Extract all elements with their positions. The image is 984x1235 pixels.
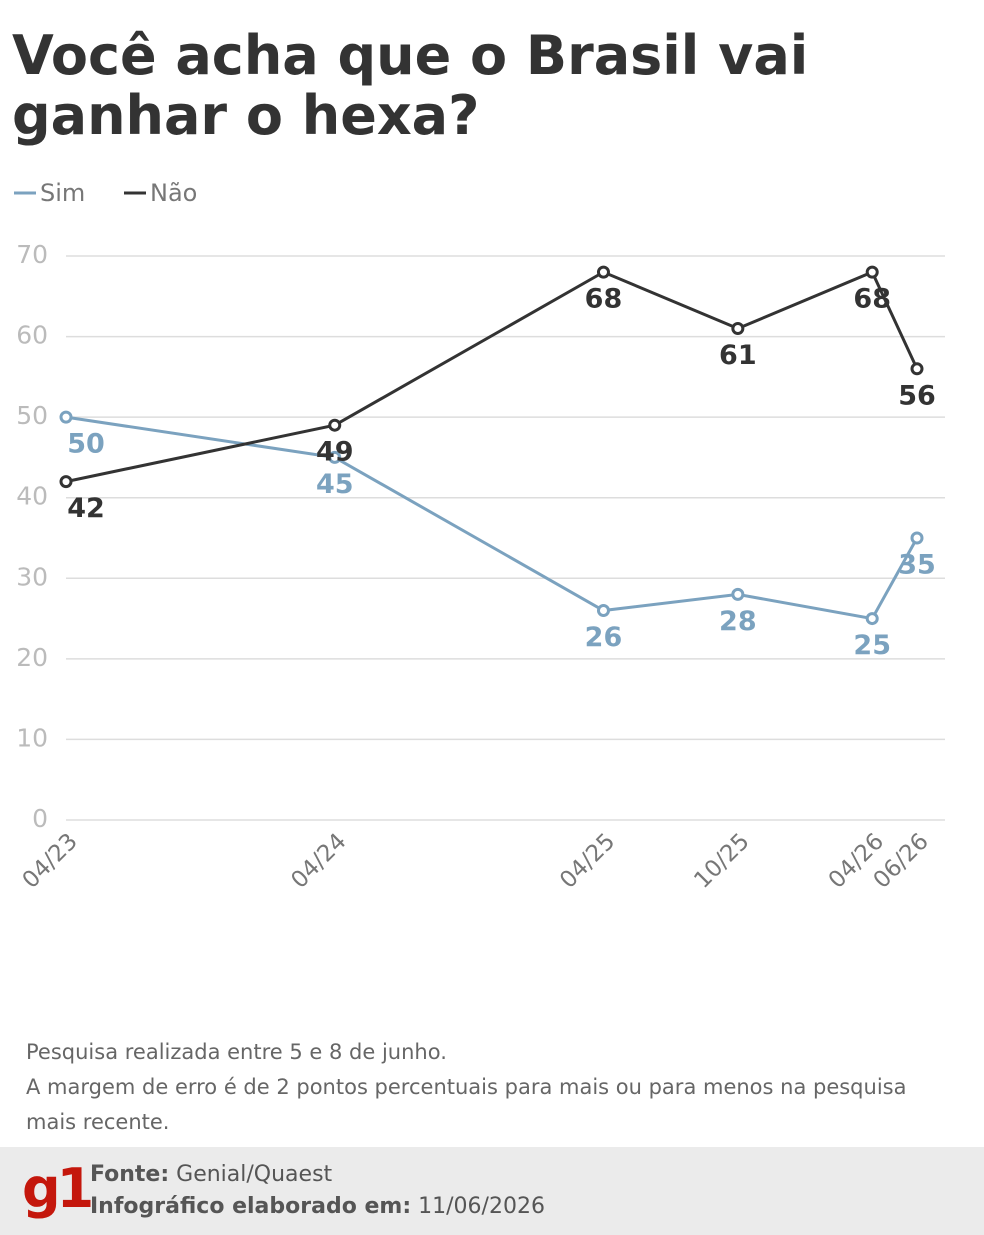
value-label: 26 [585,622,623,653]
point [328,418,342,432]
value-label: 25 [853,630,891,661]
source-text: Genial/Quaest [176,1162,333,1187]
point [59,475,73,489]
y-tick-label: 40 [16,482,48,511]
source: Fonte: Genial/Quaest Infográfico elabora… [90,1159,545,1223]
point [596,265,610,279]
x-tick: 04/25 [555,828,620,893]
y-tick-label: 50 [16,401,48,430]
note: Pesquisa realizada entre 5 e 8 de junho. [26,1040,447,1064]
x-tick-label: 10/25 [689,828,754,893]
point [731,322,745,336]
source-label: Fonte: [90,1162,170,1187]
point [59,410,73,424]
x-tick-label: 04/24 [286,828,351,893]
x-tick-label: 04/23 [18,828,83,893]
logo: g1 [22,1157,94,1220]
y-tick-label: 0 [32,804,48,833]
notes: Pesquisa realizada entre 5 e 8 de junho.… [26,1035,926,1140]
value-label: 68 [585,284,623,315]
value-label: 35 [898,550,936,581]
point [910,531,924,545]
x-tick: 04/23 [18,828,83,893]
date-text: 11/06/2026 [418,1194,545,1219]
value-label: 61 [719,340,757,371]
y-tick-label: 70 [16,240,48,269]
value-label: 42 [67,493,105,524]
point [731,587,745,601]
value-label: 56 [898,380,936,411]
legend-label: Sim [40,179,85,207]
point [865,612,879,626]
point [596,604,610,618]
point [865,265,879,279]
value-label: 49 [316,437,354,468]
series-line [65,415,919,621]
value-label: 45 [316,469,354,500]
value-label: 68 [853,284,891,315]
y-tick-label: 30 [16,562,48,591]
x-tick-label: 04/25 [555,828,620,893]
note: A margem de erro é de 2 pontos percentua… [26,1075,907,1134]
value-label: 28 [719,606,757,637]
value-label: 50 [67,429,105,460]
x-tick: 10/25 [689,828,754,893]
y-tick-label: 60 [16,321,48,350]
date-label: Infográfico elaborado em: [90,1194,412,1219]
series-line [65,270,919,484]
chart: Sim Não 0 10 20 30 40 50 60 70 04/23 04/24 04/25 10/2… [14,179,945,894]
point [910,362,924,376]
chart-title: Você acha que o Brasil vai ganhar o hexa… [12,24,809,147]
x-tick: 04/24 [286,828,351,893]
legend-label: Não [150,179,197,207]
footer: g1 Fonte: Genial/Quaest Infográfico elab… [0,1147,984,1235]
y-tick-label: 10 [16,723,48,752]
y-tick-label: 20 [16,643,48,672]
point [328,450,342,464]
